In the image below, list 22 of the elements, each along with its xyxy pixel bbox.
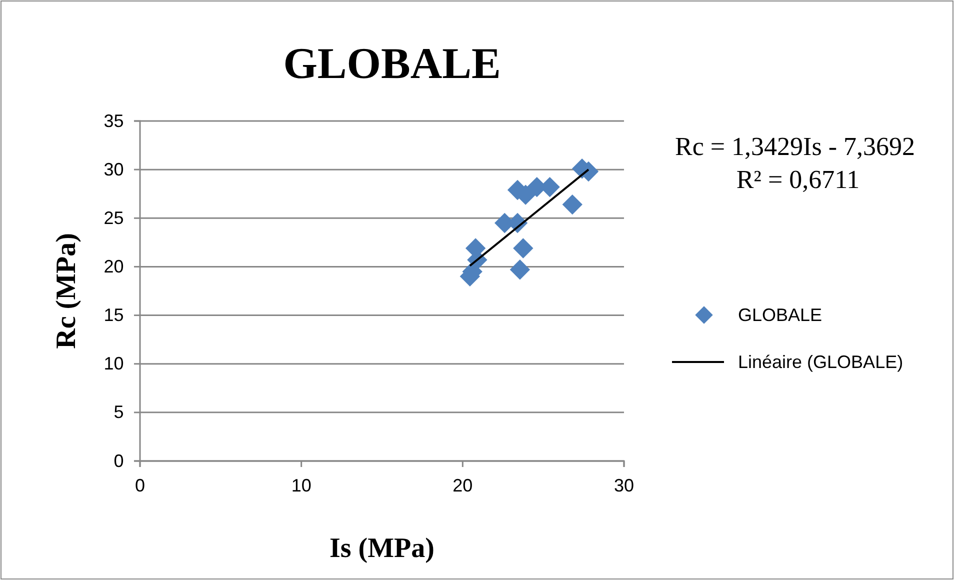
y-tick-label: 15 <box>104 305 124 326</box>
y-axis-title: Rc (MPa) <box>51 233 82 349</box>
chart-title: GLOBALE <box>283 39 501 88</box>
y-tick-label: 5 <box>114 402 124 422</box>
x-tick-label: 10 <box>291 476 312 496</box>
y-tick-label: 30 <box>104 159 124 180</box>
point <box>513 238 534 258</box>
y-tick-label: 0 <box>114 450 124 471</box>
legend-label: GLOBALE <box>738 305 822 325</box>
x-tick-label: 0 <box>134 476 146 496</box>
legend-label: Linéaire (GLOBALE) <box>738 352 904 372</box>
text: R² = 0,6711 <box>736 165 860 194</box>
y-tick-label: 25 <box>104 208 124 228</box>
x-tick-label: 20 <box>452 476 473 496</box>
point <box>562 194 582 215</box>
y-tick-label: 35 <box>104 110 124 131</box>
x-axis-title: Is (MPa) <box>330 533 434 564</box>
y-tick-label: 10 <box>104 354 124 374</box>
point <box>510 260 530 280</box>
text: Rc = 1,3429Is - 7,3692 <box>675 132 915 161</box>
x-tick-label: 30 <box>614 476 634 496</box>
y-tick-label: 20 <box>104 256 124 276</box>
